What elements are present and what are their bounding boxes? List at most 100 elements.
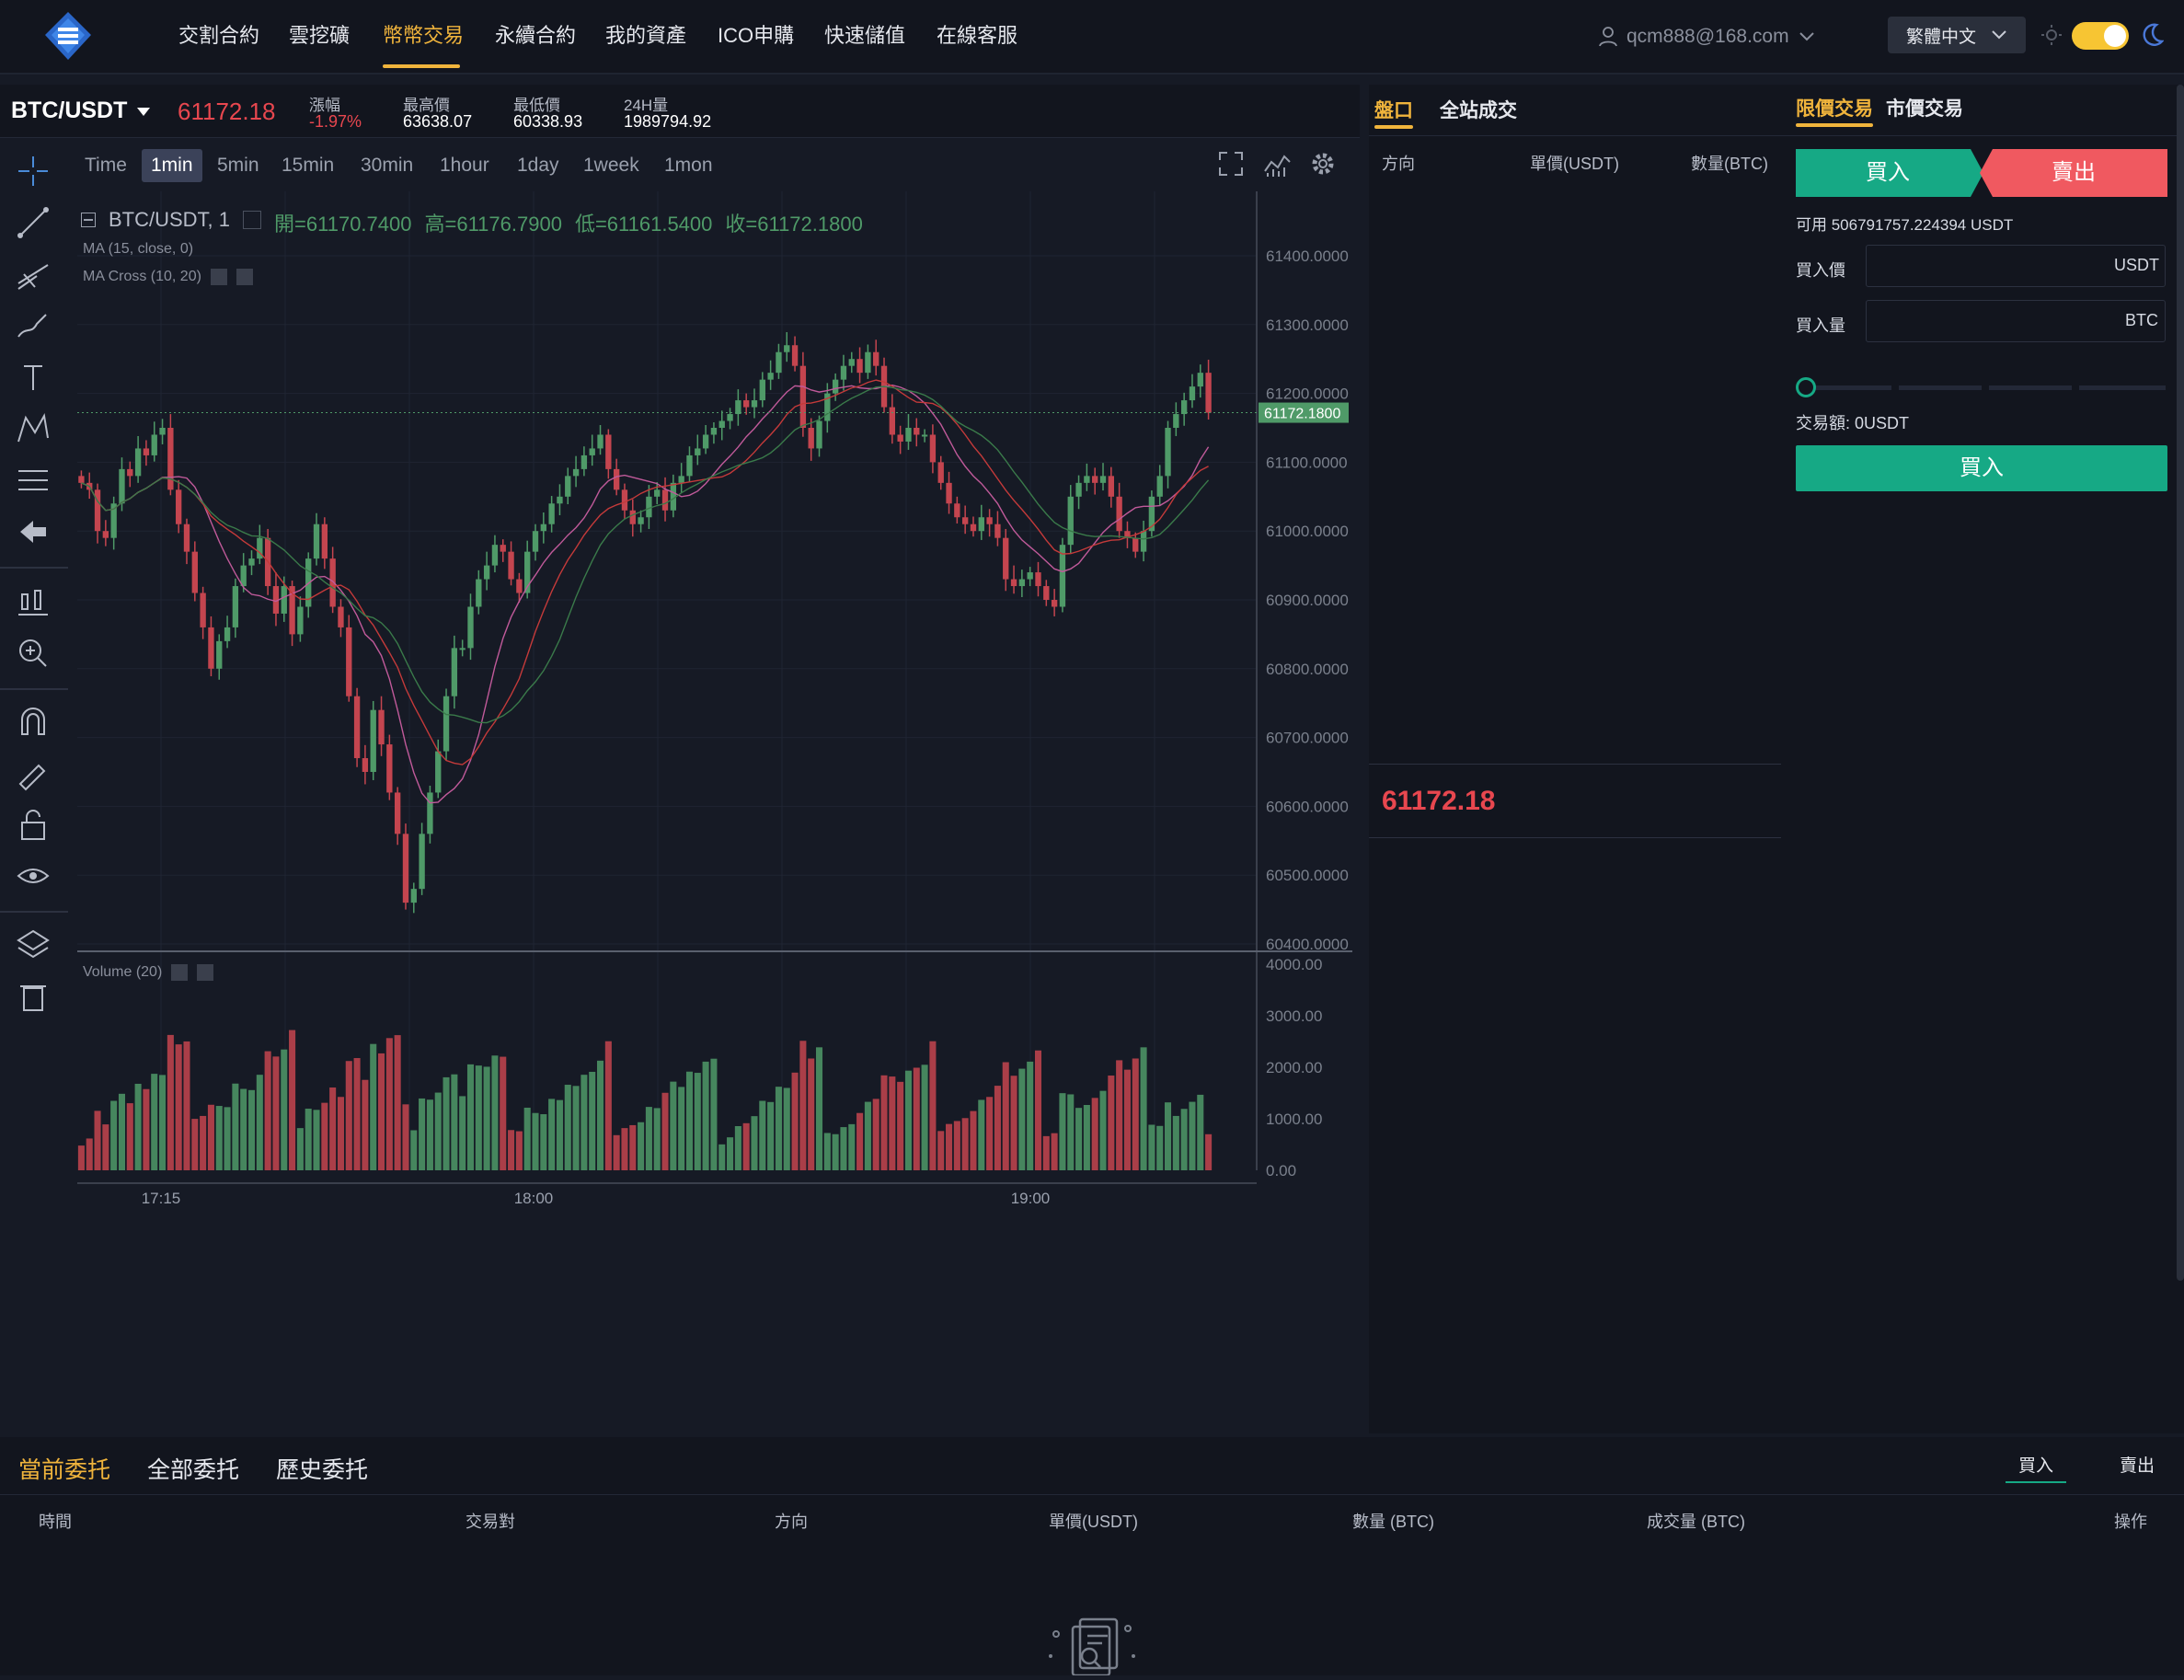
tab-limit-order[interactable]: 限價交易 [1796, 98, 1873, 120]
lock-drawing-icon[interactable] [15, 754, 52, 791]
volume-tick-label: 0.00 [1266, 1162, 1296, 1179]
nav-item-7[interactable]: 在線客服 [937, 24, 1018, 47]
volume-bar [702, 1061, 709, 1170]
filter-buy[interactable]: 買入 [2018, 1456, 2054, 1476]
nav-item-5[interactable]: ICO申購 [718, 24, 795, 47]
logo-icon[interactable] [40, 9, 96, 64]
zoom-in-icon[interactable] [15, 635, 52, 672]
candle-body [1173, 414, 1179, 428]
candle-body [978, 517, 984, 532]
page-scrollbar[interactable] [2177, 85, 2184, 1281]
candle-body [143, 448, 150, 455]
candle-body [937, 462, 944, 483]
candle-body [313, 524, 320, 559]
layers-icon[interactable] [15, 926, 52, 962]
indicator-settings-icon[interactable] [210, 269, 227, 285]
tab-all-orders[interactable]: 全部委托 [147, 1457, 240, 1483]
candle-body [216, 640, 223, 669]
trash-icon[interactable] [15, 977, 52, 1014]
volume-bar [621, 1128, 628, 1170]
volume-settings-icon[interactable] [171, 964, 189, 981]
nav-item-3[interactable]: 永續合約 [495, 24, 577, 47]
volume-bar [296, 1128, 304, 1170]
nav-item-0[interactable]: 交割合約 [178, 24, 260, 47]
timeframe-30min[interactable]: 30min [361, 155, 414, 176]
caret-down-icon [137, 107, 151, 116]
candle-body [808, 428, 814, 449]
volume-bar [832, 1133, 839, 1170]
tab-history-orders[interactable]: 歷史委托 [276, 1457, 369, 1483]
unlock-icon[interactable] [15, 806, 52, 843]
timeframe-1mon[interactable]: 1mon [664, 155, 713, 176]
amount-slider[interactable] [1796, 377, 2166, 397]
timeframe-1min[interactable]: 1min [142, 149, 202, 182]
legend-settings-icon[interactable] [243, 211, 262, 229]
measure-tool-icon[interactable] [15, 462, 52, 499]
language-label: 繁體中文 [1905, 27, 1976, 47]
candle-body [686, 455, 693, 477]
candle-body [1148, 496, 1155, 532]
volume-bar [434, 1092, 442, 1170]
fullscreen-icon[interactable] [1216, 149, 1246, 183]
indicators-icon[interactable] [1262, 149, 1292, 183]
nav-item-6[interactable]: 快速儲值 [824, 24, 906, 47]
trend-line-icon[interactable] [15, 204, 52, 241]
language-select[interactable]: 繁體中文 [1888, 17, 2026, 53]
candle-body [767, 373, 774, 380]
theme-toggle[interactable] [2072, 22, 2129, 50]
text-tool-icon[interactable] [15, 359, 52, 396]
nav-item-1[interactable]: 雲挖礦 [289, 24, 351, 47]
tab-market-order[interactable]: 市價交易 [1886, 98, 1963, 120]
settings-gear-icon[interactable] [1308, 149, 1338, 183]
pair-selector[interactable]: BTC/USDT [11, 98, 151, 124]
buy-tab-shape[interactable] [1796, 149, 1983, 197]
timeframe-1hour[interactable]: 1hour [440, 155, 489, 176]
indicator-close-icon[interactable] [236, 269, 253, 285]
price-input[interactable] [1866, 245, 2166, 287]
magnet-icon[interactable] [15, 703, 52, 740]
pattern-tool-icon[interactable] [15, 410, 52, 447]
tab-orderbook[interactable]: 盤口 [1374, 100, 1413, 121]
filter-sell[interactable]: 賣出 [2120, 1456, 2155, 1476]
candle-body [102, 531, 109, 538]
tab-current-orders[interactable]: 當前委托 [18, 1457, 111, 1483]
candle-body [362, 758, 369, 772]
candle-body [1018, 579, 1026, 587]
pair-label: BTC/USDT [11, 98, 128, 123]
volume-bar [240, 1088, 247, 1170]
trade-panel: 限價交易 市價交易 買入 賣出 可用 506791757.224394 USDT… [1781, 85, 2184, 1433]
sell-tab-shape[interactable] [1980, 149, 2167, 197]
brush-icon[interactable] [15, 307, 52, 344]
candle-body [483, 565, 490, 580]
legend-open: 開=61170.7400 [274, 213, 412, 236]
timeframe-1day[interactable]: 1day [517, 155, 559, 176]
volume-bar [1042, 1135, 1050, 1170]
candlestick-chart[interactable]: 61400.0000 61300.0000 61200.0000 61100.0000… [0, 191, 1360, 1203]
candle-body [929, 434, 937, 463]
chart-type-icon[interactable] [15, 583, 52, 620]
arrow-left-icon[interactable] [15, 513, 52, 550]
timeframe-Time[interactable]: Time [85, 155, 127, 176]
tab-market-trades[interactable]: 全站成交 [1440, 100, 1517, 121]
volume-bar [1083, 1104, 1090, 1170]
collapse-icon[interactable] [81, 213, 96, 227]
candle-body [127, 468, 133, 477]
nav-item-2[interactable]: 幣幣交易 [383, 24, 465, 47]
fib-tool-icon[interactable] [15, 256, 52, 293]
crosshair-icon[interactable] [15, 153, 52, 190]
nav-item-4[interactable]: 我的資產 [605, 24, 687, 47]
volume-bar [629, 1124, 637, 1170]
candle-body [799, 365, 807, 428]
volume-close-icon[interactable] [197, 964, 214, 981]
timeframe-1week[interactable]: 1week [583, 155, 639, 176]
candle-body [516, 579, 523, 593]
user-menu[interactable]: qcm888@168.com [1599, 20, 1815, 53]
timeframe-15min[interactable]: 15min [282, 155, 335, 176]
eye-icon[interactable] [15, 857, 52, 894]
slider-handle[interactable] [1796, 377, 1816, 397]
candle-body [905, 428, 912, 442]
buy-submit-button[interactable]: 買入 [1796, 445, 2167, 491]
amount-input[interactable] [1866, 300, 2166, 342]
candle-body [119, 468, 125, 504]
timeframe-5min[interactable]: 5min [217, 155, 259, 176]
